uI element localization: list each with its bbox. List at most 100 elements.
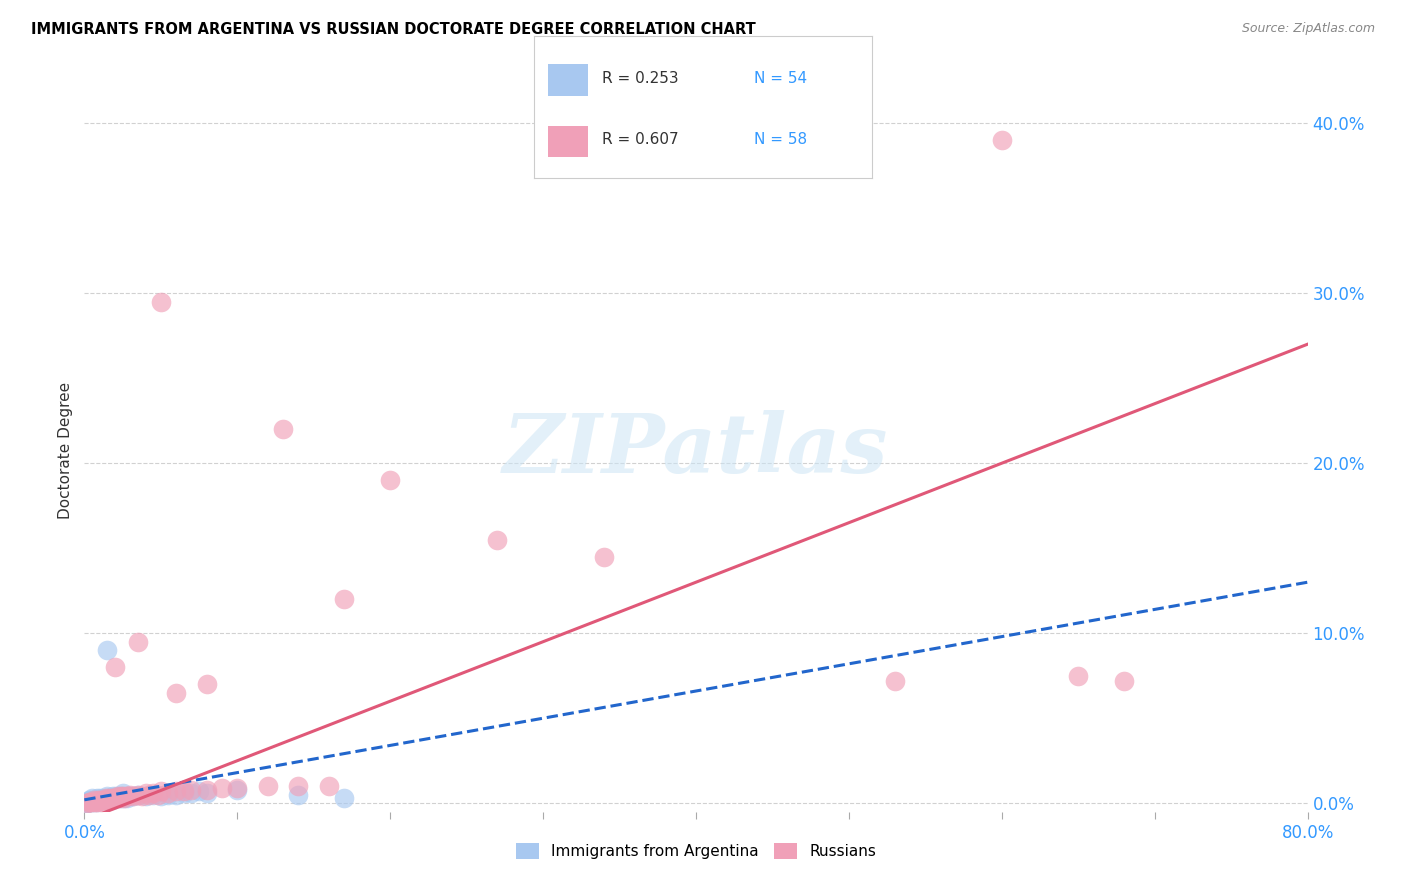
- Point: [173, 784, 195, 798]
- Point: [97, 791, 120, 805]
- Point: [173, 786, 195, 800]
- Text: R = 0.607: R = 0.607: [602, 132, 678, 147]
- Point: [79, 795, 101, 809]
- Point: [115, 789, 138, 804]
- Point: [111, 789, 134, 804]
- Point: [94, 791, 117, 805]
- Point: [486, 533, 509, 547]
- Point: [80, 795, 103, 809]
- Point: [96, 793, 118, 807]
- Point: [188, 784, 211, 798]
- Point: [127, 788, 149, 802]
- Point: [287, 779, 309, 793]
- Point: [104, 791, 127, 805]
- Text: N = 58: N = 58: [754, 132, 807, 147]
- Point: [76, 796, 98, 810]
- Point: [90, 793, 112, 807]
- Point: [333, 592, 356, 607]
- Point: [127, 788, 149, 802]
- Point: [211, 780, 233, 795]
- Point: [108, 791, 131, 805]
- Point: [593, 549, 616, 564]
- Point: [165, 788, 187, 802]
- Text: ZIPatlas: ZIPatlas: [503, 410, 889, 491]
- Text: R = 0.253: R = 0.253: [602, 71, 678, 86]
- Point: [105, 789, 128, 804]
- Point: [89, 793, 111, 807]
- Point: [89, 793, 111, 807]
- Point: [157, 786, 180, 800]
- Point: [1114, 673, 1136, 688]
- Point: [114, 789, 136, 804]
- Point: [142, 786, 165, 800]
- Point: [149, 294, 172, 309]
- Point: [77, 793, 100, 807]
- Point: [883, 673, 905, 688]
- Point: [87, 793, 110, 807]
- Point: [87, 793, 110, 807]
- Point: [271, 422, 294, 436]
- Point: [120, 788, 142, 802]
- Point: [75, 796, 97, 810]
- Point: [98, 791, 121, 805]
- Point: [83, 793, 105, 807]
- Point: [111, 786, 134, 800]
- Point: [93, 793, 115, 807]
- Text: IMMIGRANTS FROM ARGENTINA VS RUSSIAN DOCTORATE DEGREE CORRELATION CHART: IMMIGRANTS FROM ARGENTINA VS RUSSIAN DOC…: [31, 22, 755, 37]
- Point: [76, 796, 98, 810]
- Point: [79, 795, 101, 809]
- Point: [83, 795, 105, 809]
- Point: [120, 789, 142, 804]
- Bar: [548, 126, 588, 157]
- Point: [80, 791, 103, 805]
- Point: [90, 795, 112, 809]
- Point: [101, 791, 124, 805]
- Point: [112, 791, 135, 805]
- Point: [138, 788, 160, 802]
- Point: [180, 786, 202, 800]
- Point: [380, 473, 402, 487]
- Point: [94, 791, 117, 805]
- Point: [86, 791, 108, 805]
- Point: [149, 784, 172, 798]
- Point: [77, 795, 100, 809]
- Point: [96, 643, 118, 657]
- Point: [1067, 669, 1090, 683]
- Point: [97, 791, 120, 805]
- Point: [107, 791, 129, 805]
- Point: [89, 791, 111, 805]
- Point: [104, 791, 127, 805]
- Point: [112, 791, 135, 805]
- Text: Source: ZipAtlas.com: Source: ZipAtlas.com: [1241, 22, 1375, 36]
- Point: [195, 786, 218, 800]
- Point: [157, 788, 180, 802]
- Point: [80, 795, 103, 809]
- Point: [91, 793, 114, 807]
- Point: [83, 793, 105, 807]
- Point: [257, 779, 280, 793]
- Point: [165, 784, 187, 798]
- Point: [93, 793, 115, 807]
- Point: [195, 677, 218, 691]
- Point: [110, 789, 132, 804]
- Point: [103, 791, 125, 805]
- Point: [108, 789, 131, 804]
- Point: [115, 791, 138, 805]
- Point: [149, 789, 172, 804]
- Y-axis label: Doctorate Degree: Doctorate Degree: [58, 382, 73, 519]
- Point: [79, 793, 101, 807]
- Point: [84, 793, 107, 807]
- Bar: [548, 64, 588, 95]
- Point: [195, 782, 218, 797]
- Point: [135, 789, 157, 804]
- Point: [86, 795, 108, 809]
- Point: [318, 779, 340, 793]
- Point: [131, 789, 153, 804]
- Point: [180, 782, 202, 797]
- Point: [104, 660, 127, 674]
- Point: [76, 795, 98, 809]
- Point: [103, 789, 125, 804]
- Point: [91, 791, 114, 805]
- Point: [127, 634, 149, 648]
- Point: [110, 791, 132, 805]
